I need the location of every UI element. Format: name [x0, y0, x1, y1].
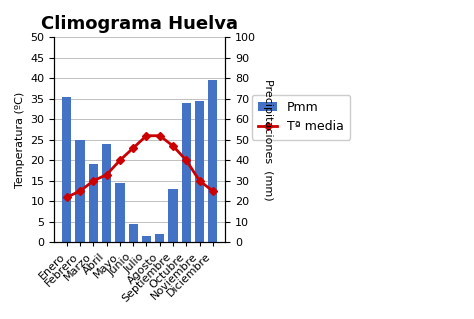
Tª media: [104, 173, 109, 177]
Tª media: [117, 159, 123, 162]
Bar: [115, 183, 125, 242]
Y-axis label: Temperatura (ºC): Temperatura (ºC): [15, 92, 25, 188]
Bar: [89, 164, 98, 242]
Tª media: [170, 144, 176, 148]
Tª media: [64, 195, 70, 199]
Tª media: [157, 134, 163, 137]
Bar: [182, 103, 191, 242]
Bar: [62, 97, 72, 242]
Bar: [142, 236, 151, 242]
Bar: [75, 140, 85, 242]
Tª media: [144, 134, 149, 137]
Tª media: [77, 189, 83, 193]
Bar: [128, 224, 138, 242]
Tª media: [197, 179, 202, 183]
Tª media: [130, 146, 136, 150]
Title: Climograma Huelva: Climograma Huelva: [41, 15, 238, 33]
Line: Tª media: Tª media: [64, 133, 216, 200]
Tª media: [210, 189, 216, 193]
Bar: [155, 234, 164, 242]
Bar: [168, 189, 178, 242]
Legend: Pmm, Tª media: Pmm, Tª media: [252, 95, 350, 140]
Tª media: [183, 159, 189, 162]
Bar: [208, 80, 218, 242]
Y-axis label: Precipitaciones  (mm): Precipitaciones (mm): [263, 79, 273, 201]
Tª media: [91, 179, 96, 183]
Bar: [102, 144, 111, 242]
Bar: [195, 101, 204, 242]
